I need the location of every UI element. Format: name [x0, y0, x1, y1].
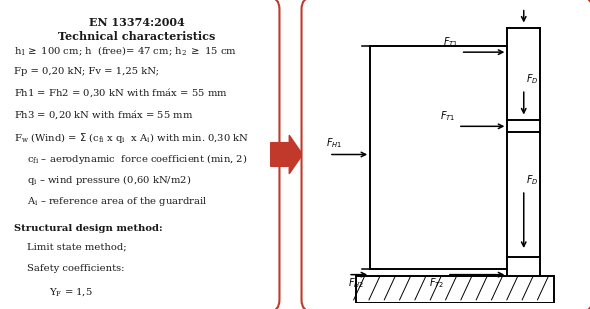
Text: $F_D$: $F_D$ — [526, 0, 539, 3]
FancyBboxPatch shape — [301, 0, 590, 309]
Bar — [356, 276, 554, 303]
Text: $F_{H1}$: $F_{H1}$ — [326, 136, 343, 150]
Text: $\mathregular{A_i}$ – reference area of the guardrail: $\mathregular{A_i}$ – reference area of … — [27, 195, 208, 208]
Text: $F_D$: $F_D$ — [526, 173, 539, 187]
Text: Structural design method:: Structural design method: — [14, 224, 162, 233]
Text: EN 13374:2004: EN 13374:2004 — [89, 17, 185, 28]
Text: Safety coefficients:: Safety coefficients: — [27, 264, 124, 273]
Text: $F_{T1}$: $F_{T1}$ — [442, 36, 458, 49]
Text: $F_{H2}$: $F_{H2}$ — [348, 276, 365, 290]
Text: $\mathregular{Y_F}$ = 1,5: $\mathregular{Y_F}$ = 1,5 — [48, 286, 92, 298]
Text: $F_D$: $F_D$ — [526, 73, 539, 86]
FancyBboxPatch shape — [0, 0, 280, 309]
Text: $\mathregular{q_i}$ – wind pressure (0,60 kN/m2): $\mathregular{q_i}$ – wind pressure (0,6… — [27, 173, 191, 188]
Text: Limit state method;: Limit state method; — [27, 243, 127, 252]
Text: $F_{T2}$: $F_{T2}$ — [429, 276, 444, 290]
Text: $\mathregular{h_1}$$\geq$ 100 cm; h  (free)= 47 cm; $\mathregular{h_2}$ $\geq$ 1: $\mathregular{h_1}$$\geq$ 100 cm; h (fre… — [14, 45, 237, 58]
Text: $F_{T1}$: $F_{T1}$ — [440, 110, 455, 123]
Text: $\mathregular{F_w}$ (Wind) = $\Sigma$ ($\mathregular{c_{fi}}$ x $\mathregular{q_: $\mathregular{F_w}$ (Wind) = $\Sigma$ ($… — [14, 131, 249, 145]
Text: Fp = 0,20 kN; Fv = 1,25 kN;: Fp = 0,20 kN; Fv = 1,25 kN; — [14, 67, 159, 76]
Text: $\mathregular{Y_M}$ = 1,0 (metallic): $\mathregular{Y_M}$ = 1,0 (metallic) — [48, 307, 146, 309]
Text: Fh3 = 0,20 kN with fm$\mathregular{\acute{a}}$x = 55 mm: Fh3 = 0,20 kN with fm$\mathregular{\acut… — [14, 109, 193, 122]
Text: $\mathregular{c_{fi}}$ – aerodynamic  force coefficient (min, 2): $\mathregular{c_{fi}}$ – aerodynamic for… — [27, 152, 248, 166]
Text: Technical characteristics: Technical characteristics — [58, 31, 216, 41]
Text: Fh1 = Fh2 = 0,30 kN with fm$\mathregular{\acute{a}}$x = 55 mm: Fh1 = Fh2 = 0,30 kN with fm$\mathregular… — [14, 88, 228, 100]
FancyArrow shape — [271, 135, 303, 174]
